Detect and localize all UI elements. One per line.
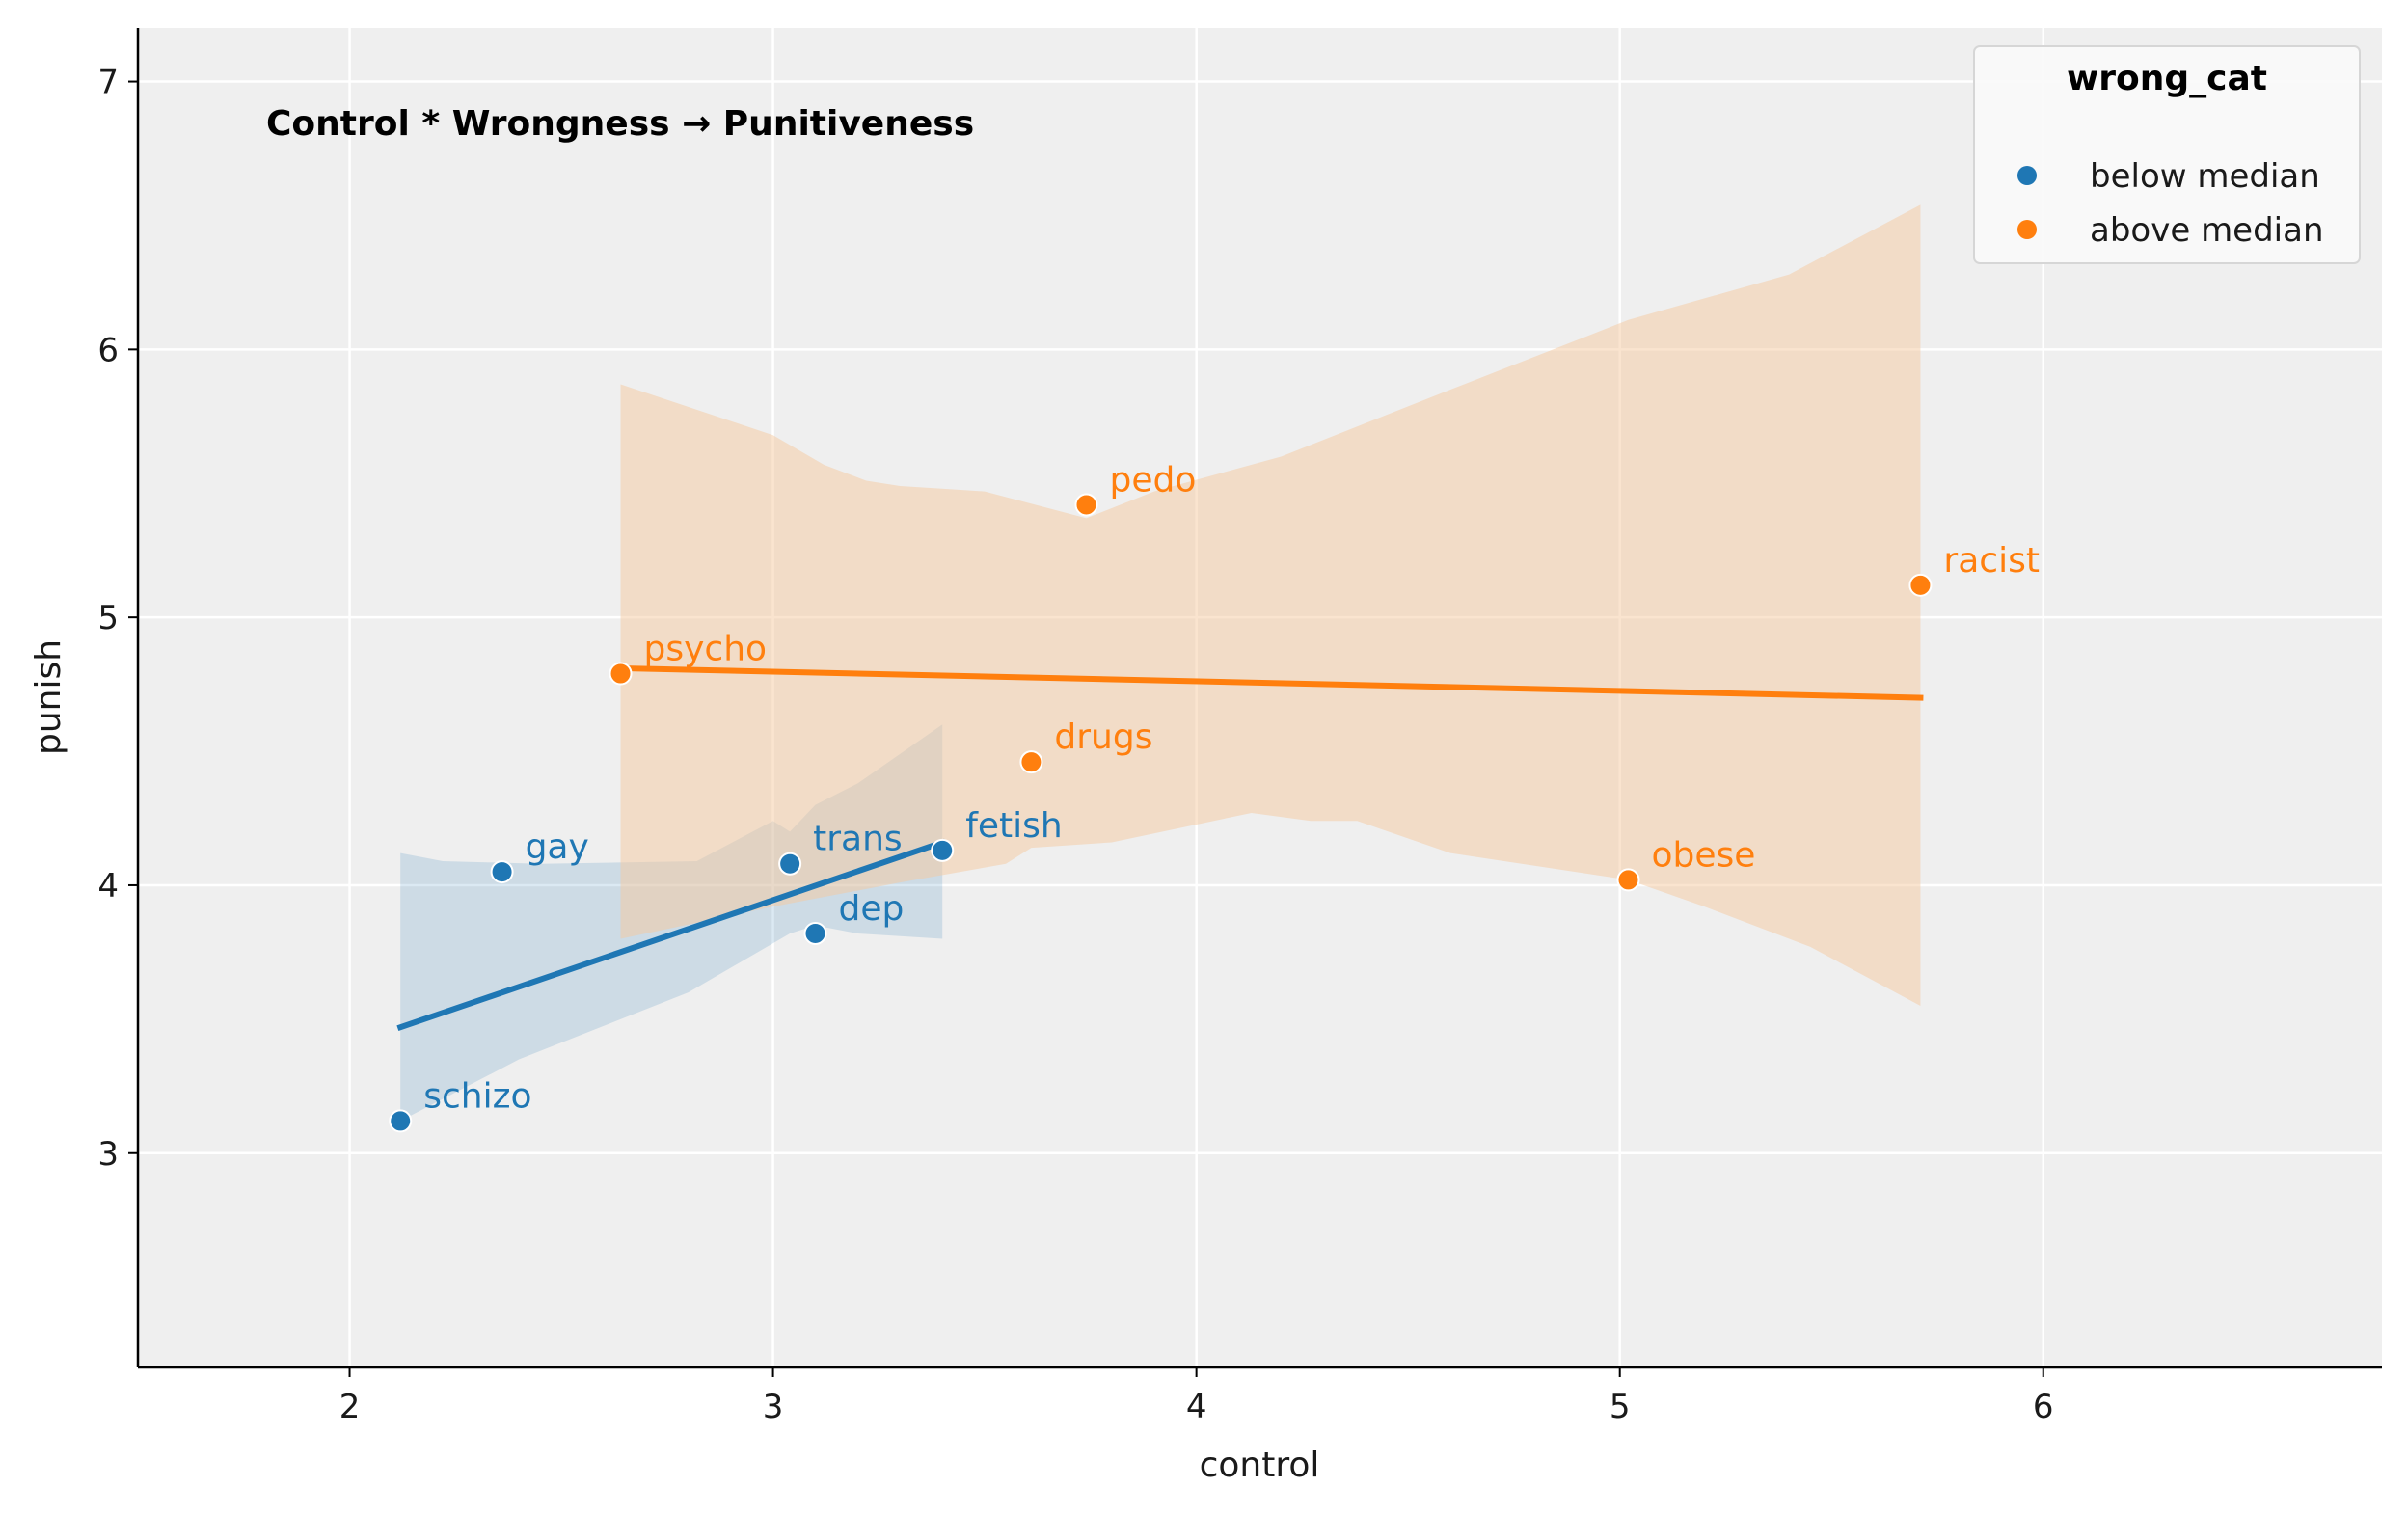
point-label: drugs (1054, 717, 1152, 757)
data-points (389, 493, 1933, 1133)
point-label: schizo (423, 1076, 531, 1116)
chart-annotation: Control * Wrongness → Punitiveness (266, 104, 974, 144)
data-point (803, 921, 827, 945)
x-axis-label: control (1200, 1446, 1320, 1485)
data-point (1616, 868, 1640, 892)
y-tick-label: 7 (97, 64, 119, 102)
y-tick-label: 3 (97, 1135, 119, 1174)
data-point (1908, 573, 1933, 597)
point-label: dep (838, 889, 904, 929)
point-label: fetish (965, 806, 1063, 846)
data-point (490, 860, 514, 884)
y-tick-label: 4 (97, 867, 119, 906)
axis-ticks: 2 3 4 5 6 3 4 5 6 7 (97, 64, 2053, 1426)
confidence-band (620, 204, 1921, 1006)
point-label: trans (813, 820, 903, 859)
point-label: psycho (644, 629, 768, 668)
regression-line (617, 664, 1924, 701)
x-tick-label: 2 (339, 1388, 361, 1426)
legend-entry-below-median: below median (2090, 157, 2320, 196)
point-label: pedo (1109, 460, 1196, 500)
data-point (1074, 493, 1098, 517)
regression-lines (396, 664, 1924, 1032)
point-label: racist (1943, 541, 2040, 581)
legend-marker-below-median (2017, 166, 2037, 185)
x-tick-label: 5 (1610, 1388, 1631, 1426)
point-label: obese (1651, 835, 1755, 875)
legend-marker-above-median (2017, 220, 2037, 239)
legend-entry-above-median: above median (2090, 211, 2324, 250)
y-axis-label: punish (29, 639, 68, 755)
legend-title: wrong_cat (2067, 59, 2267, 98)
data-point (931, 838, 955, 862)
regression-line (396, 838, 947, 1032)
x-tick-label: 6 (2033, 1388, 2054, 1426)
axes (136, 28, 2382, 1369)
data-point (1019, 750, 1043, 774)
point-labels: schizo gay trans dep fetish psycho pedo drugs ra… (423, 460, 2040, 1116)
x-tick-label: 4 (1186, 1388, 1207, 1426)
y-tick-label: 6 (97, 331, 119, 369)
legend: wrong_cat below median above median (1973, 45, 2361, 264)
confidence-bands (400, 204, 1921, 1122)
y-tick-label: 5 (97, 599, 119, 637)
data-point (609, 662, 633, 686)
point-label: gay (526, 827, 589, 867)
x-tick-label: 3 (763, 1388, 784, 1426)
legend-frame (1973, 45, 2361, 264)
data-point (778, 852, 802, 876)
data-point (389, 1109, 413, 1133)
